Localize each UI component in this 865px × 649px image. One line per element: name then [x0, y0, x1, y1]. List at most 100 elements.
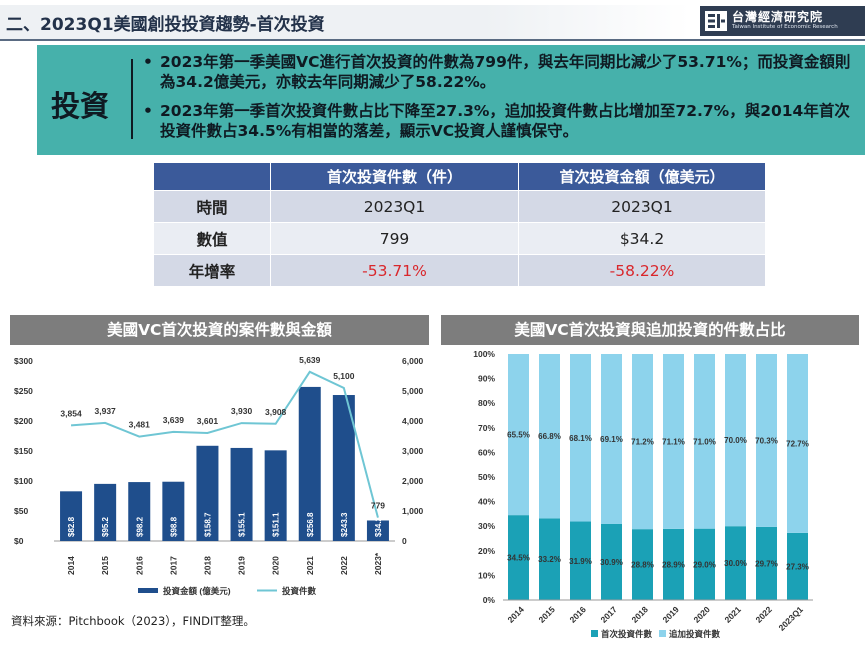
- bar-data-label: 68.1%: [569, 434, 592, 443]
- y-left-tick-label: $250: [14, 386, 33, 396]
- line-data-label: 3,639: [163, 415, 185, 425]
- x-tick-label: 2019: [660, 604, 681, 625]
- bar: [298, 386, 321, 541]
- y-right-tick-label: 5,000: [402, 386, 424, 396]
- table-header-corner: [153, 162, 271, 191]
- bar: [94, 483, 117, 541]
- bar-data-label: $243.3: [340, 512, 349, 537]
- y-left-tick-label: $50: [14, 506, 28, 516]
- bar: [264, 450, 287, 541]
- bar-data-label: $34.2: [374, 516, 383, 537]
- bar-first-investment: [694, 528, 715, 600]
- x-tick-label: 2017: [168, 556, 178, 575]
- line-data-label: 3,601: [197, 416, 219, 426]
- logo-subtitle: Taiwan Institute of Economic Research: [732, 24, 838, 30]
- kpi-table: 首次投資件數（件） 首次投資金額（億美元） 時間 2023Q1 2023Q1 數…: [153, 162, 766, 287]
- bar-first-investment: [663, 528, 684, 600]
- bar-data-label: $95.2: [101, 516, 110, 537]
- bar-data-label: 69.1%: [600, 435, 623, 444]
- bar-data-label: 28.8%: [631, 561, 654, 570]
- row-label: 年增率: [153, 254, 271, 287]
- investment-combo-chart: $0 $50 $100 $150 $200 $250 $300 0 1,000 2,000 3,00…: [14, 355, 424, 596]
- logo-icon: [705, 11, 727, 31]
- table-cell: -58.22%: [518, 254, 766, 287]
- y-right-tick-label: 1,000: [402, 506, 424, 516]
- header-divider: [0, 39, 865, 41]
- legend-label: 投資金額 (億美元): [163, 586, 231, 596]
- header-bar: [0, 5, 690, 39]
- bar-follow-on-investment: [632, 354, 653, 530]
- bar-data-label: 30.0%: [724, 559, 747, 568]
- y-right-tick-label: 0: [402, 536, 407, 546]
- x-tick-label: 2020: [271, 556, 281, 575]
- y-right-tick-label: 3,000: [402, 446, 424, 456]
- x-tick-label: 2015: [536, 604, 557, 625]
- bar: [196, 445, 219, 541]
- bar-follow-on-investment: [570, 354, 591, 522]
- bar-data-label: 33.2%: [538, 555, 561, 564]
- page-title: 二、2023Q1美國創投投資趨勢-首次投資: [6, 15, 325, 35]
- y-right-tick-label: 6,000: [402, 356, 424, 366]
- summary-label: 投資: [51, 89, 110, 123]
- logo-name: 台灣經濟研究院: [732, 10, 824, 24]
- y-tick-label: 100%: [473, 349, 495, 359]
- y-tick-label: 60%: [478, 447, 495, 457]
- summary-box: 投資 • 2023年第一季美國VC進行首次投資的件數為799件，與去年同期比減少了…: [37, 45, 865, 155]
- logo: 台灣經濟研究院 Taiwan Institute of Economic Res…: [700, 6, 865, 36]
- line-data-label: 779: [371, 501, 385, 511]
- bar-data-label: 71.2%: [631, 438, 654, 447]
- bar-data-label: 71.1%: [662, 437, 685, 446]
- line-data-label: 5,639: [299, 355, 321, 365]
- bar-follow-on-investment: [508, 354, 529, 516]
- x-tick-label: 2022: [753, 604, 774, 625]
- line-data-label: 5,100: [333, 371, 355, 381]
- y-tick-label: 40%: [478, 497, 495, 507]
- line-data-label: 3,930: [231, 406, 253, 416]
- summary-list: • 2023年第一季美國VC進行首次投資的件數為799件，與去年同期比減少了53.…: [143, 52, 865, 150]
- bar: [162, 481, 185, 541]
- share-stacked-chart: 0% 10% 20% 30% 40% 50% 60% 70% 80% 90% 100% 34.5% 65…: [473, 349, 813, 639]
- legend-swatch-bar: [138, 588, 158, 593]
- bar-follow-on-investment: [787, 354, 808, 533]
- table-cell: $34.2: [518, 222, 766, 255]
- y-tick-label: 0%: [483, 595, 496, 605]
- bar: [332, 395, 355, 541]
- bar-follow-on-investment: [756, 354, 777, 527]
- line-data-label: 3,481: [129, 420, 151, 430]
- bar-data-label: 30.9%: [600, 558, 623, 567]
- table-row: 數值 799 $34.2: [153, 222, 766, 255]
- summary-divider: [131, 59, 133, 139]
- bar-data-label: 71.0%: [693, 437, 716, 446]
- y-tick-label: 30%: [478, 521, 495, 531]
- y-right-tick-label: 4,000: [402, 416, 424, 426]
- table-header: 首次投資金額（億美元）: [518, 162, 766, 191]
- y-tick-label: 10%: [478, 570, 495, 580]
- bar-data-label: 28.9%: [662, 560, 685, 569]
- y-right-tick-label: 2,000: [402, 476, 424, 486]
- row-label: 數值: [153, 222, 271, 255]
- x-tick-label: 2018: [629, 604, 650, 625]
- y-tick-label: 90%: [478, 374, 495, 384]
- table-row: 時間 2023Q1 2023Q1: [153, 190, 766, 223]
- bar-data-label: $151.1: [272, 512, 281, 537]
- bar-data-label: 70.0%: [724, 436, 747, 445]
- x-tick-label: 2014: [66, 556, 76, 575]
- summary-point: • 2023年第一季美國VC進行首次投資的件數為799件，與去年同期比減少了53.…: [143, 53, 851, 91]
- table-cell: 2023Q1: [518, 190, 766, 223]
- x-tick-label: 2023*: [373, 552, 383, 575]
- x-tick-label: 2023Q1: [776, 604, 805, 633]
- bar-first-investment: [539, 518, 560, 600]
- bullet-icon: •: [143, 53, 153, 71]
- bar-data-label: $82.8: [67, 516, 76, 537]
- y-left-tick-label: $200: [14, 416, 33, 426]
- bar-data-label: $98.8: [169, 516, 178, 537]
- bar-first-investment: [787, 532, 808, 600]
- bar-data-label: $158.7: [203, 512, 212, 537]
- y-left-tick-label: $0: [14, 536, 24, 546]
- line-data-label: 3,854: [60, 408, 82, 418]
- left-chart-title: 美國VC首次投資的案件數與金額: [10, 315, 429, 345]
- bar-data-label: 72.7%: [786, 439, 809, 448]
- bar-data-label: 29.7%: [755, 559, 778, 568]
- bar-first-investment: [632, 529, 653, 600]
